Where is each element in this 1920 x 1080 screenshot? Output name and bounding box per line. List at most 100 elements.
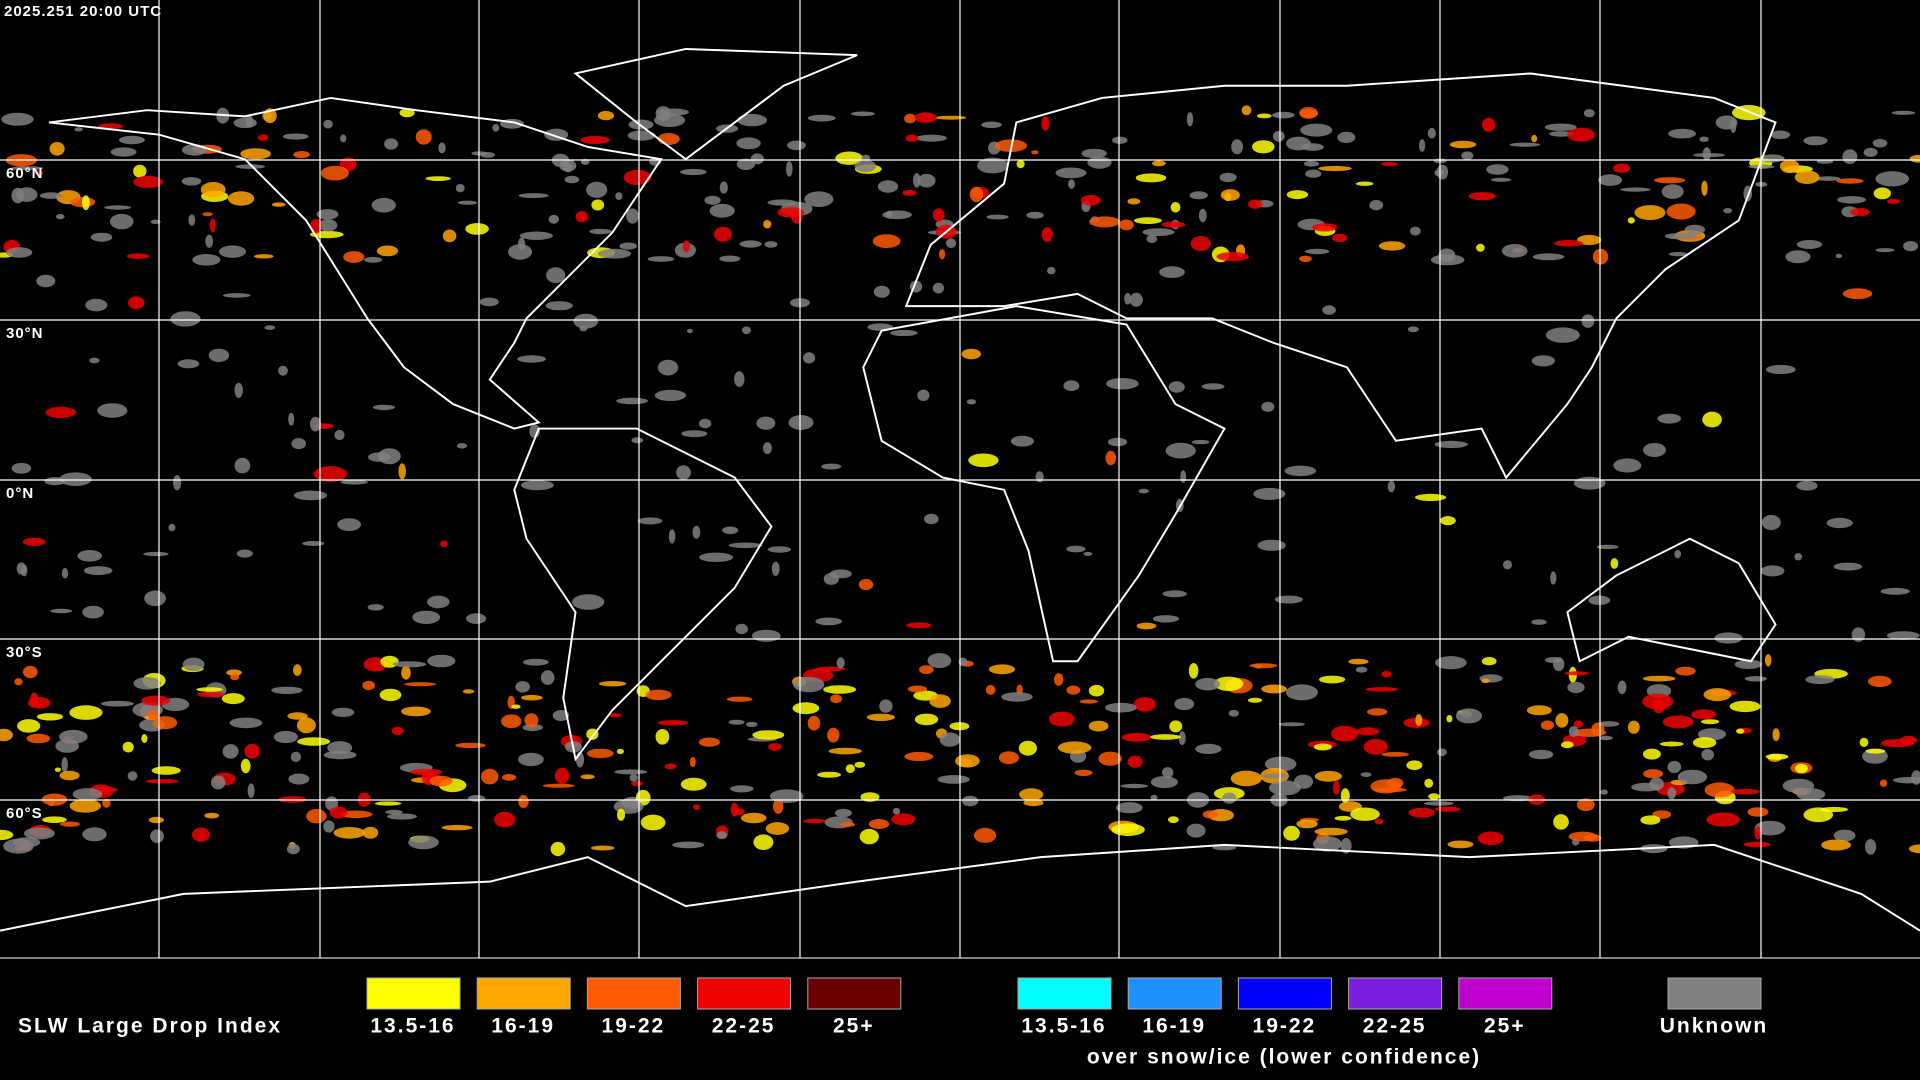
cloud-patch <box>1577 234 1602 246</box>
coastline <box>513 427 773 762</box>
cloud-patch <box>598 248 631 259</box>
cloud-patch <box>654 389 687 401</box>
cloud-patch <box>1356 181 1374 186</box>
cloud-patch <box>1730 119 1737 134</box>
cloud-patch <box>804 191 834 207</box>
cloud-patch <box>1355 666 1368 673</box>
cloud-patch <box>767 546 792 553</box>
cloud-patch <box>320 165 349 181</box>
cloud-patch <box>288 773 310 785</box>
cloud-patch <box>698 737 721 747</box>
cloud-patch <box>104 205 132 210</box>
cloud-patch <box>1087 156 1112 169</box>
cloud-patch <box>854 761 866 768</box>
legend-swatch <box>586 977 681 1010</box>
cloud-patch <box>1664 233 1696 240</box>
cloud-patch <box>939 249 946 260</box>
cloud-patch <box>236 549 253 558</box>
cloud-patch <box>69 799 102 813</box>
cloud-patch <box>72 788 103 801</box>
cloud-patch <box>1041 116 1050 131</box>
cloud-patch <box>1152 615 1179 623</box>
cloud-patch <box>1186 823 1206 838</box>
cloud-patch <box>1083 551 1093 556</box>
cloud-patch <box>1620 187 1651 192</box>
cloud-patch <box>1428 793 1440 800</box>
cloud-patch <box>1835 253 1843 259</box>
cloud-patch <box>1047 266 1056 275</box>
cloud-patch <box>859 828 879 845</box>
cloud-patch <box>854 160 877 173</box>
cloud-patch <box>845 764 855 773</box>
cloud-patch <box>629 773 638 782</box>
cloud-patch <box>1780 159 1800 174</box>
cloud-patch <box>401 665 411 680</box>
cloud-patch <box>1195 677 1220 691</box>
cloud-patch <box>1865 839 1877 855</box>
cloud-patch <box>546 267 566 284</box>
cloud-patch <box>1723 208 1733 214</box>
cloud-patch <box>851 111 875 117</box>
cloud-patch <box>1591 722 1605 737</box>
cloud-patch <box>1363 738 1388 755</box>
cloud-patch <box>1261 773 1290 779</box>
cloud-patch <box>823 685 857 694</box>
cloud-patch <box>1599 735 1613 741</box>
cloud-patch <box>245 114 253 128</box>
cloud-patch <box>1668 128 1696 139</box>
cloud-patch <box>1079 699 1098 704</box>
cloud-patch <box>1381 752 1410 757</box>
cloud-patch <box>26 733 51 744</box>
cloud-patch <box>1127 755 1143 768</box>
cloud-patch <box>1305 169 1322 178</box>
cloud-patch <box>1106 378 1139 390</box>
cloud-patch <box>1337 131 1356 143</box>
cloud-patch <box>1146 234 1158 244</box>
cloud-patch <box>109 213 134 230</box>
cloud-patch <box>441 824 473 831</box>
cloud-patch <box>1198 208 1207 223</box>
cloud-patch <box>56 213 65 220</box>
cloud-patch <box>608 713 622 718</box>
cloud-patch <box>323 750 357 760</box>
cloud-patch <box>614 769 648 775</box>
cloud-patch <box>730 802 739 817</box>
cloud-patch <box>904 751 934 762</box>
cloud-patch <box>168 523 176 532</box>
cloud-patch <box>692 525 701 539</box>
cloud-patch <box>1509 142 1541 147</box>
cloud-patch <box>1490 177 1512 182</box>
cloud-patch <box>572 594 605 610</box>
cloud-patch <box>616 397 648 405</box>
cloud-patch <box>693 804 700 810</box>
cloud-patch <box>836 657 845 669</box>
cloud-patch <box>591 199 605 211</box>
cloud-patch <box>515 681 530 693</box>
cloud-patch <box>770 789 804 803</box>
cloud-patch <box>1434 169 1444 177</box>
cloud-patch <box>1544 123 1577 131</box>
cloud-patch <box>1074 769 1093 776</box>
cloud-patch <box>222 744 239 759</box>
cloud-patch <box>1873 187 1892 200</box>
cloud-patch <box>1836 178 1864 184</box>
legend-swatch <box>1458 977 1553 1010</box>
cloud-patch <box>1386 777 1404 788</box>
cloud-patch <box>1734 659 1763 669</box>
cloud-patch <box>247 783 255 798</box>
cloud-patch <box>945 238 957 249</box>
cloud-patch <box>1119 219 1134 231</box>
cloud-patch <box>1652 699 1666 714</box>
cloud-patch <box>1911 770 1920 785</box>
cloud-patch <box>552 710 570 721</box>
cloud-patch <box>1089 216 1121 228</box>
cloud-patch <box>1369 200 1384 211</box>
cloud-patch <box>23 827 55 840</box>
cloud-patch <box>1736 728 1745 734</box>
cloud-patch <box>751 629 781 642</box>
cloud-patch <box>1461 151 1474 160</box>
cloud-patch <box>1228 709 1240 717</box>
cloud-patch <box>616 748 625 755</box>
cloud-patch <box>438 142 446 154</box>
cloud-patch <box>1301 143 1324 151</box>
